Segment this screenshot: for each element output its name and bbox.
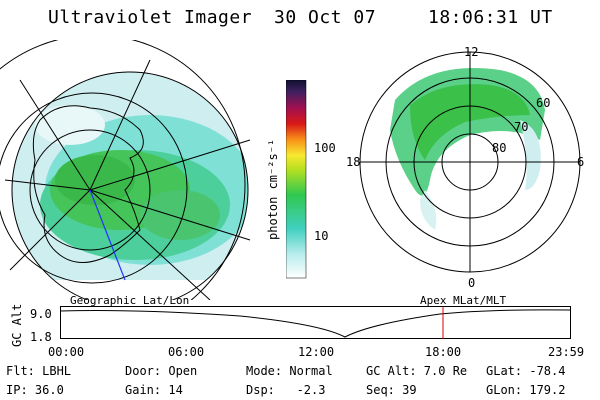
status-mode: Mode: Normal [246, 364, 333, 378]
status-gain: Gain: 14 [125, 383, 183, 397]
xtick-0600: 06:00 [168, 345, 205, 359]
mlt-label-noon: 12 [464, 45, 479, 59]
mlt-label-midnight: 0 [468, 276, 476, 290]
timeline-ymin: 1.8 [30, 330, 52, 344]
date-label: 30 Oct 07 [274, 7, 377, 28]
lat-label-70: 70 [514, 120, 529, 134]
xtick-1800: 18:00 [425, 345, 462, 359]
mlt-label-dawn: 6 [577, 155, 585, 169]
status-door: Door: Open [125, 364, 198, 378]
timeline-ymax: 9.0 [30, 307, 52, 321]
altitude-timeline [60, 306, 571, 339]
colorbar-tick-100: 100 [314, 141, 336, 155]
xtick-0000: 00:00 [48, 345, 85, 359]
status-ip: IP: 36.0 [6, 383, 64, 397]
geographic-image [0, 40, 251, 300]
status-dsp: Dsp: -2.3 [246, 383, 326, 397]
colorbar-unit-label: photon cm⁻²s⁻¹ [266, 138, 280, 240]
mlt-label-dusk: 18 [346, 155, 361, 169]
colorbar-tick-10: 10 [314, 229, 329, 243]
time-label: 18:06:31 UT [428, 7, 553, 28]
status-glat: GLat: -78.4 [486, 364, 566, 378]
status-seq: Seq: 39 [366, 383, 417, 397]
lat-label-60: 60 [536, 96, 551, 110]
status-filter: Flt: LBHL [6, 364, 72, 378]
status-gc-alt: GC Alt: 7.0 Re [366, 364, 468, 378]
app-title: Ultraviolet Imager [48, 7, 253, 28]
apex-caption: Apex MLat/MLT [420, 294, 507, 307]
status-glon: GLon: 179.2 [486, 383, 566, 397]
lat-label-80: 80 [492, 141, 507, 155]
xtick-2359: 23:59 [548, 345, 585, 359]
timeline-ylabel: GC Alt [10, 303, 24, 347]
geographic-caption: Geographic Lat/Lon [70, 294, 190, 307]
xtick-1200: 12:00 [298, 345, 335, 359]
polar-mlt-plot [359, 51, 581, 273]
color-scale-bar [286, 80, 307, 279]
